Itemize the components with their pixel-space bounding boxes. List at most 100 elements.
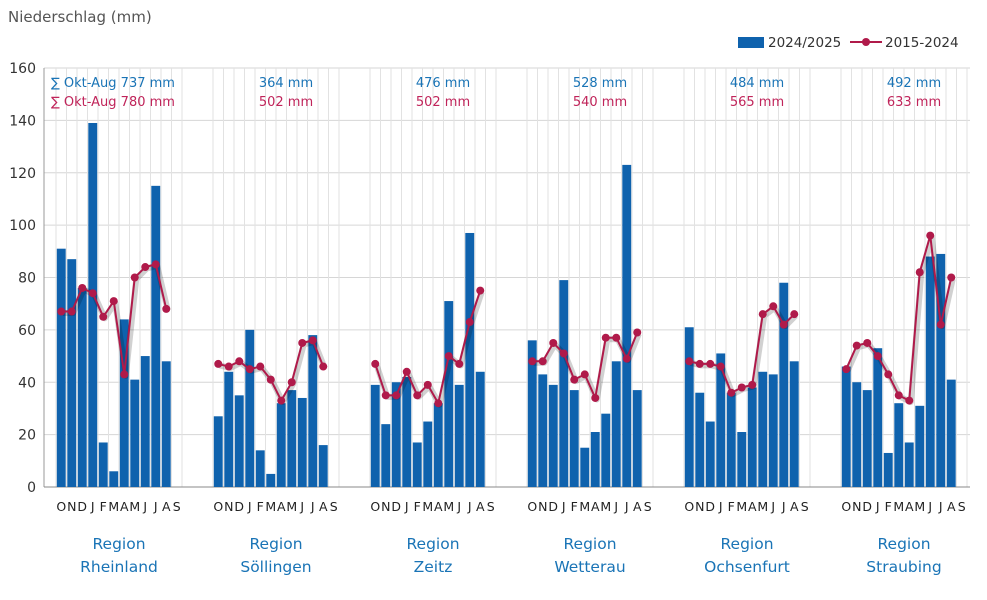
series-point — [549, 338, 558, 347]
bar — [611, 361, 621, 487]
series-point — [130, 273, 139, 282]
month-label: J — [770, 499, 775, 514]
month-label: O — [213, 499, 223, 514]
bar — [758, 371, 768, 487]
series-point — [214, 359, 223, 368]
series-point — [915, 268, 924, 277]
bar — [632, 390, 642, 487]
series-point — [67, 307, 76, 316]
plot-area: O N D J F M A M J J A S∑ Okt-Aug 737 mm∑ Okt-Aug 78… — [51, 76, 966, 576]
month-label: A — [434, 499, 443, 514]
month-label: N — [538, 499, 547, 514]
month-label: A — [162, 499, 171, 514]
month-label: J — [561, 499, 566, 514]
series-point — [873, 352, 882, 361]
month-label: D — [862, 499, 872, 514]
series-point — [727, 388, 736, 397]
month-label: A — [790, 499, 799, 514]
sum-avg-label: 565 mm — [730, 95, 784, 110]
month-label: J — [299, 499, 304, 514]
series-point — [580, 370, 589, 379]
bar — [925, 256, 935, 487]
month-label: F — [414, 499, 421, 514]
month-label: J — [404, 499, 409, 514]
month-label: O — [370, 499, 380, 514]
bar — [548, 384, 558, 487]
month-label: A — [120, 499, 129, 514]
series-point — [266, 375, 275, 384]
bar — [308, 335, 318, 487]
month-label: M — [914, 499, 925, 514]
sum-current-label: ∑ Okt-Aug 737 mm — [51, 76, 175, 91]
series-point — [434, 399, 443, 408]
month-label: F — [728, 499, 735, 514]
bar — [601, 413, 611, 487]
bar — [370, 384, 380, 487]
month-label: A — [633, 499, 642, 514]
bar — [109, 471, 119, 487]
month-label: D — [234, 499, 244, 514]
sum-current-label: 492 mm — [887, 76, 941, 91]
series-point — [863, 338, 872, 347]
bar — [276, 403, 286, 487]
region-label-line2: Zeitz — [414, 558, 453, 576]
series-point — [601, 333, 610, 342]
series-point — [392, 391, 401, 400]
bar — [915, 405, 925, 487]
bar — [224, 371, 234, 487]
bar — [684, 327, 694, 487]
month-label: J — [718, 499, 723, 514]
month-label: F — [257, 499, 264, 514]
series-point — [591, 393, 600, 402]
bar — [67, 259, 77, 487]
bar — [381, 424, 391, 487]
month-label: N — [695, 499, 704, 514]
bar — [904, 442, 914, 487]
series-point — [779, 320, 788, 329]
month-label: J — [90, 499, 95, 514]
y-tick-label: 120 — [9, 166, 36, 182]
month-label: A — [319, 499, 328, 514]
series-point — [423, 380, 432, 389]
bar — [873, 348, 883, 487]
bar — [737, 432, 747, 487]
bar — [140, 356, 150, 487]
bar — [894, 403, 904, 487]
series-point — [790, 310, 799, 319]
bar — [130, 379, 140, 487]
bar — [475, 371, 485, 487]
bar — [56, 248, 66, 487]
series-point — [402, 367, 411, 376]
sum-avg-label: 633 mm — [887, 95, 941, 110]
series-point — [695, 359, 704, 368]
series-point — [633, 328, 642, 337]
series-point — [298, 338, 307, 347]
series-point — [455, 359, 464, 368]
series-point — [758, 310, 767, 319]
month-label: M — [443, 499, 454, 514]
y-tick-label: 60 — [18, 323, 36, 339]
month-label: A — [905, 499, 914, 514]
y-tick-label: 20 — [18, 428, 36, 444]
legend-line-marker — [862, 38, 870, 46]
bar — [590, 432, 600, 487]
month-label: D — [391, 499, 401, 514]
series-point — [559, 349, 568, 358]
month-label: J — [875, 499, 880, 514]
month-label: F — [100, 499, 107, 514]
region-label-line1: Region — [720, 535, 773, 553]
bar — [527, 340, 537, 487]
month-label: J — [142, 499, 147, 514]
month-label: N — [852, 499, 861, 514]
region-label-line1: Region — [92, 535, 145, 553]
month-label: S — [644, 499, 652, 514]
legend-bar-swatch — [738, 37, 764, 48]
series-point — [141, 263, 150, 272]
bar — [318, 445, 328, 487]
bar — [841, 366, 851, 487]
